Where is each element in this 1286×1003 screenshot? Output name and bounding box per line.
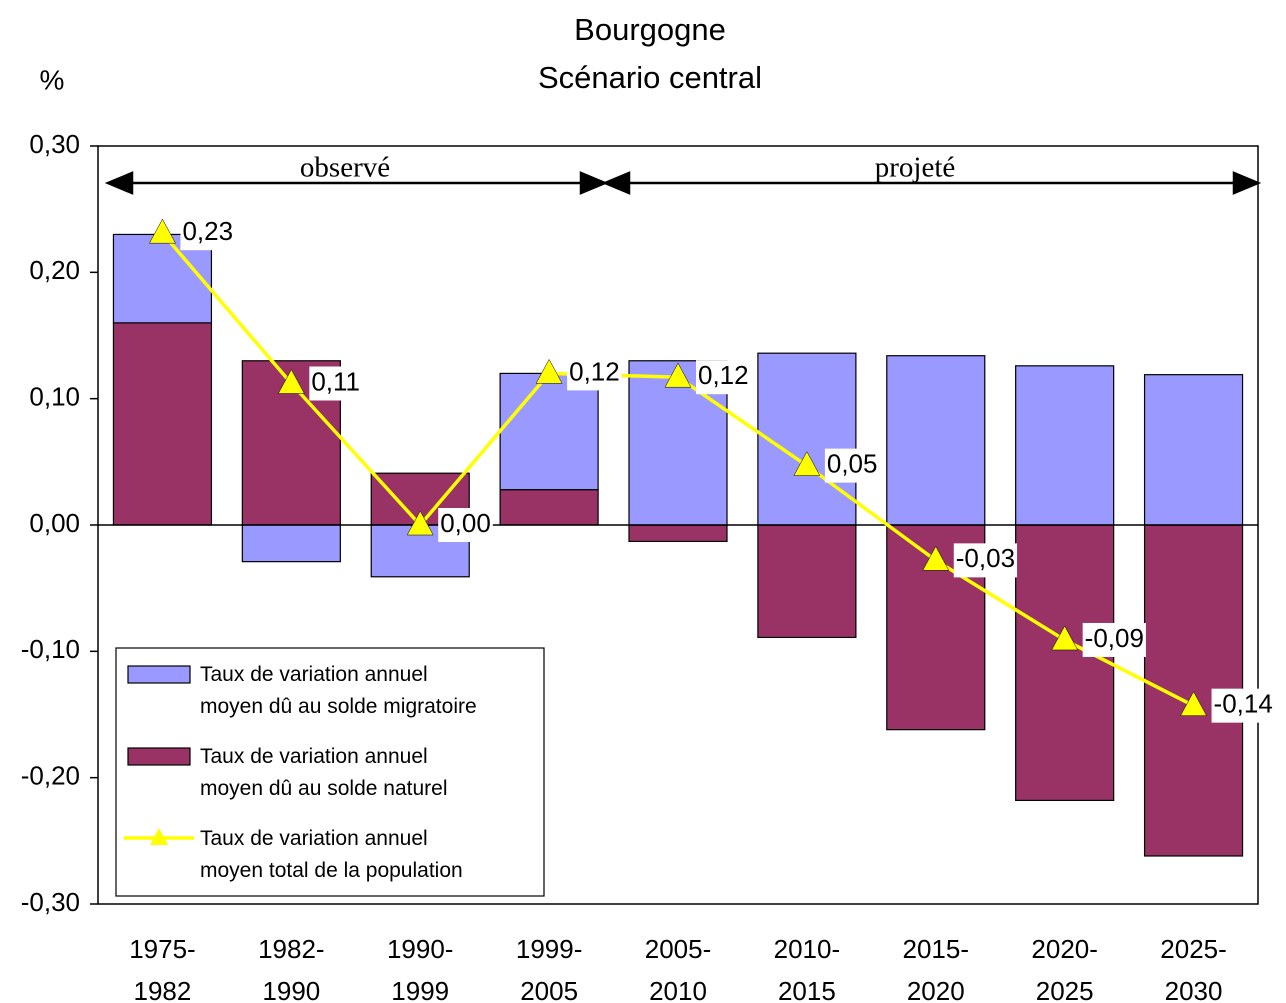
value-label-group: 0,00 (438, 508, 493, 542)
marker (149, 218, 176, 244)
x-tick-label: 1999- 2005 (515, 934, 583, 1003)
value-label-bg (696, 360, 751, 395)
y-tick-label: 0,20 (29, 255, 80, 285)
arrow-head (104, 171, 134, 195)
marker (1051, 625, 1079, 651)
marker (535, 358, 563, 384)
value-label-group: -0,14 (1211, 688, 1275, 723)
x-tick-label: 1982- 1990 (258, 934, 325, 1003)
bar (1015, 524, 1115, 802)
value-label: -0,03 (956, 543, 1015, 573)
value-label-bg (1211, 688, 1275, 723)
value-label: -0,14 (1214, 689, 1273, 719)
annotation: projeté (875, 152, 956, 184)
value-label-bg (953, 543, 1018, 578)
legend-marker (150, 828, 168, 845)
legend-swatch (127, 665, 191, 684)
marker (1180, 691, 1207, 716)
marker (664, 362, 692, 388)
value-label-bg (180, 216, 236, 251)
bar (1143, 374, 1244, 526)
value-label-group: 0,11 (309, 366, 363, 401)
marker (277, 368, 305, 394)
chart-title: Bourgogne (574, 12, 726, 47)
value-label-group: 0,12 (696, 360, 751, 395)
y-tick-label: 0,10 (29, 382, 80, 412)
value-label: 0,00 (440, 508, 491, 538)
y-tick-label: 0,30 (29, 129, 80, 159)
bar (499, 489, 599, 526)
arrow-head (601, 171, 631, 195)
x-tick-label: 2010- 2015 (773, 934, 841, 1003)
marker (793, 451, 821, 476)
value-label: -0,09 (1085, 623, 1144, 653)
legend-label: Taux de variation annuel moyen dû au sol… (200, 663, 477, 718)
y-tick-label: 0,00 (29, 508, 80, 538)
legend-box (115, 647, 545, 897)
value-label-bg (309, 366, 363, 401)
value-label: 0,12 (698, 360, 749, 390)
arrows (104, 171, 1262, 195)
value-label-bg (567, 356, 622, 391)
y-tick-label: -0,20 (21, 761, 80, 791)
bar (757, 524, 857, 639)
marker (406, 510, 434, 536)
arrow-head (1232, 171, 1262, 195)
bar (628, 524, 728, 543)
x-tick-label: 1975- 1982 (129, 934, 196, 1003)
value-label-group: 0,23 (180, 216, 236, 251)
y-axis-label: % (40, 64, 65, 95)
y-tick-label: -0,10 (21, 634, 80, 664)
value-label: 0,12 (569, 356, 620, 386)
bar (241, 524, 341, 563)
x-tick-label: 2005- 2010 (644, 934, 712, 1003)
x-tick-label: 1990- 1999 (386, 934, 454, 1003)
x-tick-label: 2020- 2025 (1031, 934, 1098, 1003)
x-tick-label: 2025- 2030 (1160, 934, 1227, 1003)
value-label-group: -0,09 (1082, 622, 1146, 657)
annotation: observé (300, 152, 390, 184)
value-label-group: 0,05 (824, 448, 880, 483)
value-label-group: 0,12 (567, 356, 622, 391)
value-label-bg (438, 508, 493, 542)
x-tick-label: 2015- 2020 (902, 934, 970, 1003)
chart-subtitle: Scénario central (538, 60, 762, 95)
value-label-bg (824, 448, 880, 483)
value-label: 0,05 (827, 448, 878, 478)
marker (922, 545, 950, 571)
bar (112, 322, 213, 526)
bar (757, 352, 857, 526)
value-label: 0,23 (182, 216, 233, 246)
bar (499, 372, 599, 491)
value-label: 0,11 (311, 366, 360, 396)
legend-label: Taux de variation annuel moyen total de … (200, 827, 463, 882)
legend-swatch (127, 747, 191, 766)
value-label-bg (1082, 622, 1146, 657)
bar (1015, 365, 1115, 526)
arrow-head (579, 171, 609, 195)
value-label-group: -0,03 (953, 543, 1018, 578)
bar (886, 355, 986, 526)
legend-label: Taux de variation annuel moyen dû au sol… (200, 745, 448, 800)
y-tick-label: -0,30 (21, 887, 80, 917)
